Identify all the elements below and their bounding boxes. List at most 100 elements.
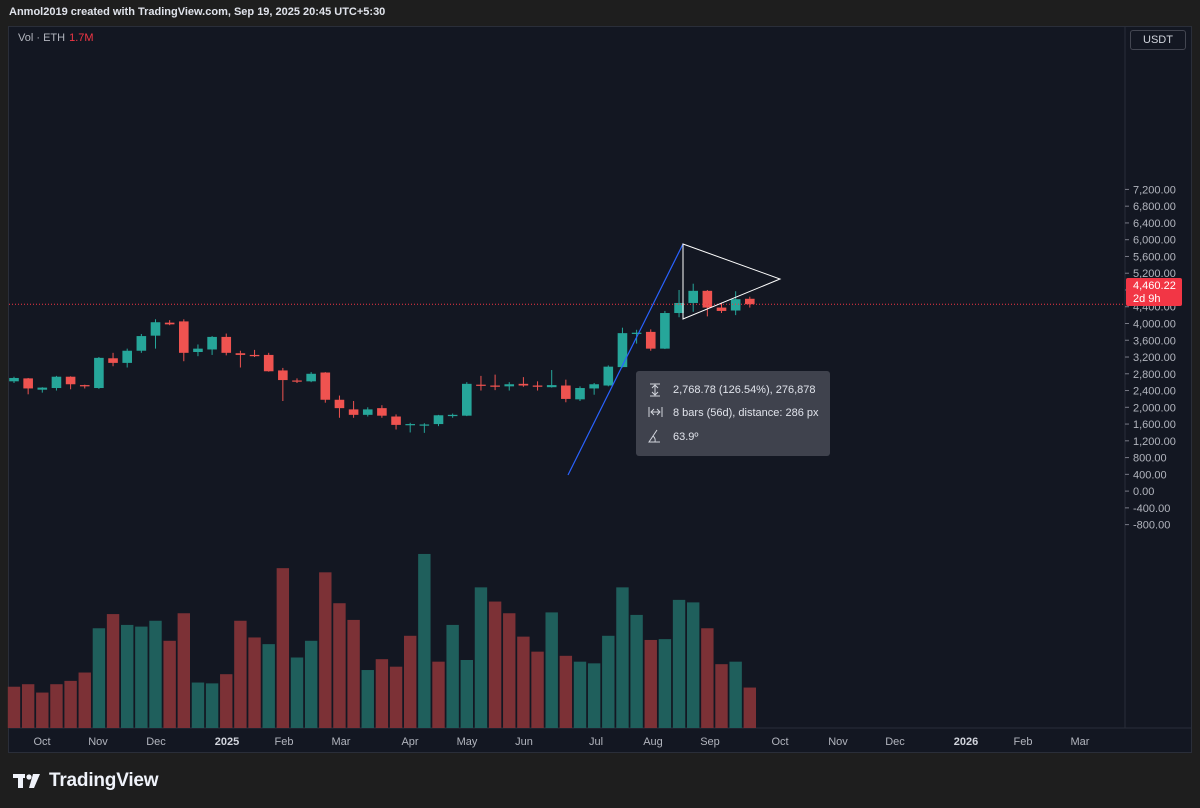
- candle[interactable]: [603, 365, 614, 387]
- candle[interactable]: [306, 372, 316, 383]
- candle[interactable]: [419, 423, 430, 433]
- volume-bar: [559, 655, 573, 728]
- candle[interactable]: [94, 357, 104, 389]
- candle[interactable]: [645, 329, 656, 351]
- tradingview-logo-icon: [13, 774, 40, 788]
- tradingview-logo[interactable]: TradingView: [13, 770, 159, 792]
- candle-body: [193, 348, 203, 352]
- candle[interactable]: [263, 352, 274, 372]
- candle[interactable]: [207, 336, 217, 355]
- candle[interactable]: [518, 377, 529, 387]
- candle[interactable]: [278, 367, 288, 402]
- price-tick-label: 2,400.00: [1133, 386, 1176, 398]
- candle[interactable]: [65, 376, 76, 390]
- candle-body: [447, 414, 458, 417]
- candle[interactable]: [249, 349, 260, 358]
- candle-body: [504, 384, 515, 387]
- candle-body: [433, 415, 444, 425]
- candle[interactable]: [532, 381, 543, 391]
- candle[interactable]: [164, 320, 175, 326]
- candle[interactable]: [362, 407, 373, 417]
- time-axis-label: Feb: [1014, 736, 1033, 748]
- price-tick-label: 3,600.00: [1133, 335, 1176, 347]
- time-axis-label: Oct: [33, 736, 50, 748]
- candle[interactable]: [136, 333, 147, 353]
- candle[interactable]: [504, 382, 515, 391]
- candle[interactable]: [334, 395, 345, 418]
- price-label-value: 4,460.22: [1133, 280, 1176, 292]
- candle[interactable]: [122, 348, 132, 368]
- candle[interactable]: [660, 310, 670, 350]
- candle[interactable]: [575, 386, 585, 402]
- price-axis[interactable]: 7,200.00 6,800.00 6,400.00 6,000.00 5,600.00…: [1125, 184, 1176, 532]
- candle[interactable]: [348, 401, 359, 418]
- candle[interactable]: [150, 319, 161, 349]
- candle[interactable]: [433, 414, 444, 427]
- candle[interactable]: [235, 350, 246, 368]
- volume-bar: [616, 587, 629, 728]
- candle[interactable]: [546, 370, 557, 388]
- candle[interactable]: [79, 384, 90, 389]
- candle[interactable]: [221, 333, 232, 356]
- price-tick-label: -400.00: [1133, 503, 1170, 515]
- candle[interactable]: [730, 291, 741, 316]
- candle[interactable]: [617, 327, 628, 368]
- time-axis-label: Dec: [885, 736, 905, 748]
- candle-body: [730, 299, 741, 311]
- volume-series: [7, 553, 756, 728]
- candle[interactable]: [23, 377, 33, 395]
- candle-body: [405, 424, 415, 426]
- candle[interactable]: [462, 382, 472, 417]
- candle[interactable]: [702, 289, 713, 317]
- candle[interactable]: [108, 352, 118, 367]
- candle[interactable]: [377, 405, 387, 418]
- candle[interactable]: [447, 413, 458, 418]
- candle-body: [490, 385, 500, 387]
- candle[interactable]: [391, 414, 401, 430]
- candle[interactable]: [9, 376, 19, 383]
- angle-text: 63.9º: [673, 431, 698, 443]
- volume-bar: [573, 661, 587, 728]
- candle[interactable]: [179, 319, 189, 362]
- time-axis[interactable]: Oct Nov Dec 2025 Feb Mar Apr May Jun Jul Aug Sep Oct…: [33, 736, 1089, 748]
- candle-body: [532, 385, 543, 387]
- candle-body: [292, 380, 302, 382]
- candle-body: [589, 384, 599, 389]
- candle-body: [263, 354, 274, 372]
- candle[interactable]: [51, 375, 62, 391]
- candle-body: [674, 302, 684, 314]
- candle[interactable]: [320, 372, 331, 403]
- volume-bar: [488, 601, 502, 728]
- candle[interactable]: [405, 422, 415, 433]
- volume-legend[interactable]: Vol · ETH 1.7M: [18, 32, 94, 44]
- candle[interactable]: [37, 387, 48, 393]
- candle-body: [150, 322, 161, 336]
- candle[interactable]: [745, 296, 755, 308]
- candle[interactable]: [716, 302, 727, 314]
- price-tick-label: 400.00: [1133, 469, 1167, 481]
- candle-body: [561, 385, 571, 399]
- candle[interactable]: [476, 375, 486, 391]
- volume-bar: [191, 682, 205, 728]
- candle-body: [320, 372, 331, 400]
- chart-frame[interactable]: [8, 26, 1192, 753]
- candle-body: [716, 307, 727, 311]
- trend-line: [567, 243, 684, 476]
- price-tick-label: 0.00: [1133, 486, 1154, 498]
- candle[interactable]: [561, 379, 571, 403]
- candle[interactable]: [688, 283, 698, 312]
- candle[interactable]: [589, 382, 599, 395]
- candle[interactable]: [193, 344, 203, 357]
- bars-range-text: 8 bars (56d), distance: 286 px: [673, 407, 819, 419]
- volume-bar: [446, 624, 459, 728]
- currency-button[interactable]: USDT: [1130, 30, 1186, 50]
- time-axis-label: Mar: [332, 736, 351, 748]
- volume-bar: [545, 612, 558, 728]
- price-tick-label: 5,600.00: [1133, 251, 1176, 263]
- candle[interactable]: [292, 378, 302, 383]
- time-axis-label: Aug: [643, 736, 663, 748]
- price-label-countdown: 2d 9h: [1133, 293, 1161, 305]
- candle[interactable]: [674, 289, 684, 318]
- candle[interactable]: [490, 374, 500, 391]
